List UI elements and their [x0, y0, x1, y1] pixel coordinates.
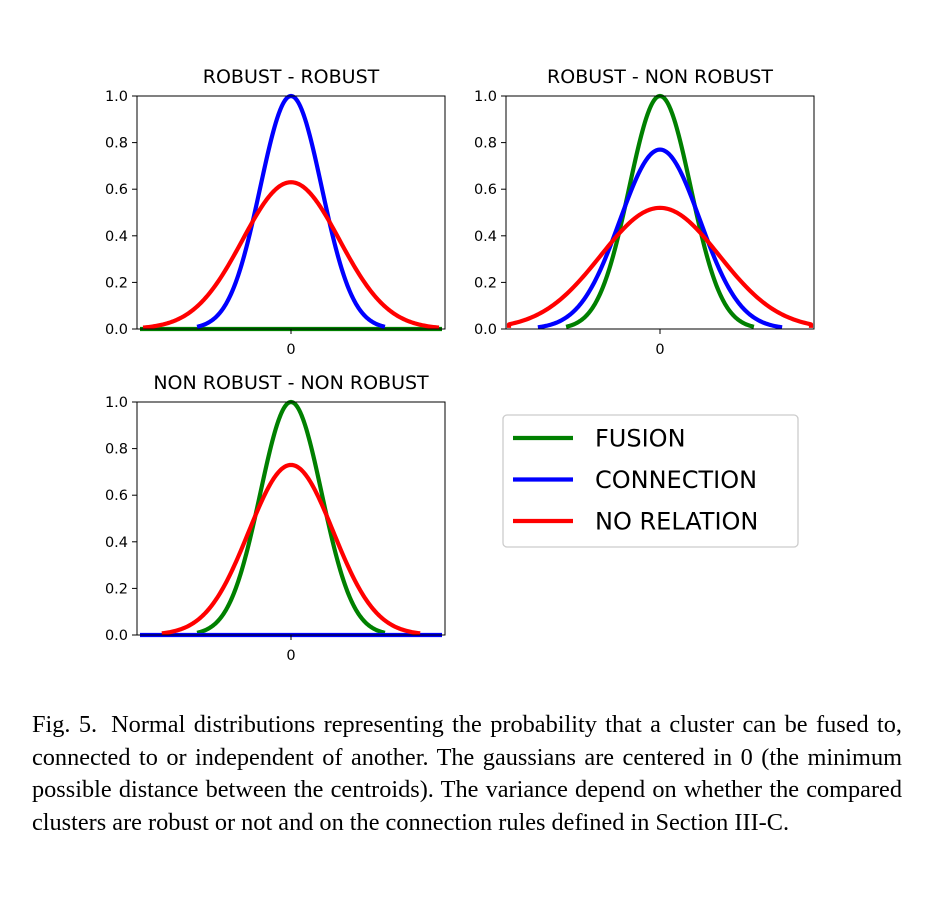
y-tick-label: 1.0 — [105, 89, 128, 105]
axes-frame — [505, 95, 815, 330]
y-tick-label: 0.0 — [474, 322, 497, 338]
legend-label: NO RELATION — [595, 508, 758, 536]
x-tick-label: 0 — [286, 648, 295, 664]
y-tick-label: 0.4 — [105, 229, 128, 245]
y-tick-label: 0.2 — [105, 581, 128, 597]
caption-label: Fig. 5. — [32, 711, 98, 738]
y-tick-label: 1.0 — [474, 89, 497, 105]
y-tick-label: 0.6 — [105, 488, 128, 504]
y-tick-label: 0.0 — [105, 628, 128, 644]
y-tick-label: 0.2 — [105, 275, 128, 291]
series-connection-line — [196, 93, 386, 329]
x-tick-label: 0 — [655, 342, 664, 358]
y-tick-label: 0.8 — [105, 136, 128, 152]
y-tick-label: 0.4 — [105, 535, 128, 551]
subplot-title: NON ROBUST - NON ROBUST — [153, 372, 429, 394]
axes-frame — [136, 401, 446, 636]
axes-frame — [136, 95, 446, 330]
figure: ROBUST - ROBUST 0.0 0.2 0.4 0.6 0.8 1.0 0 ROBU… — [105, 66, 815, 664]
y-tick-label: 0.4 — [474, 229, 497, 245]
y-tick-label: 1.0 — [105, 395, 128, 411]
series-no-relation-line — [506, 205, 814, 330]
series-no-relation-line — [161, 462, 421, 636]
legend-label: CONNECTION — [595, 466, 757, 494]
subplot-non-robust-non-robust: NON ROBUST - NON ROBUST 0.0 0.2 0.4 0.6 0.8 1… — [105, 372, 446, 664]
y-tick-label: 0.0 — [105, 322, 128, 338]
legend: FUSION CONNECTION NO RELATION — [502, 414, 799, 548]
figure-caption: Fig. 5. Normal distributions representing… — [32, 709, 902, 839]
y-tick-label: 0.6 — [474, 182, 497, 198]
legend-frame — [502, 414, 799, 548]
subplot-robust-robust: ROBUST - ROBUST 0.0 0.2 0.4 0.6 0.8 1.0 0 — [105, 66, 446, 358]
series-fusion-line — [196, 399, 386, 635]
series-fusion-line — [565, 93, 755, 329]
y-tick-label: 0.2 — [474, 275, 497, 291]
y-tick-label: 0.8 — [474, 136, 497, 152]
legend-label: FUSION — [595, 425, 686, 453]
subplot-title: ROBUST - ROBUST — [203, 66, 380, 88]
caption-text: Normal distributions representing the pr… — [32, 711, 902, 836]
y-tick-label: 0.8 — [105, 442, 128, 458]
x-tick-label: 0 — [286, 342, 295, 358]
subplot-title: ROBUST - NON ROBUST — [547, 66, 773, 88]
subplot-robust-non-robust: ROBUST - NON ROBUST 0.0 0.2 0.4 0.6 0.8 1.0 0 — [474, 66, 815, 358]
series-no-relation-line — [142, 180, 440, 330]
y-tick-label: 0.6 — [105, 182, 128, 198]
series-connection-line — [537, 147, 783, 330]
